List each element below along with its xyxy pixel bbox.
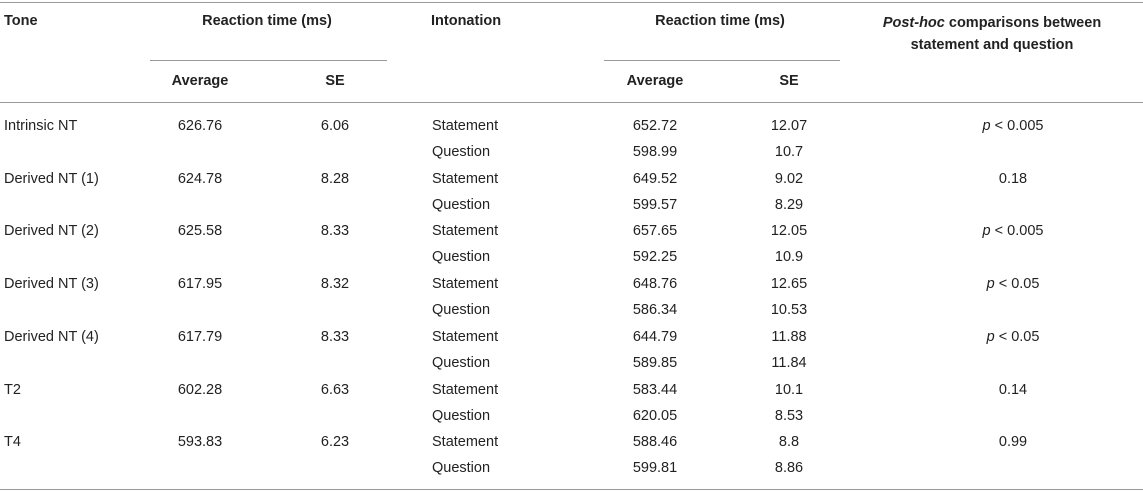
intonation-question: Question [432,249,491,265]
question-average: 586.34 [632,302,678,318]
statement-average: 644.79 [632,329,678,345]
statement-se: 12.65 [770,276,808,292]
question-average: 598.99 [632,144,678,160]
posthoc-p-symbol: p [982,223,991,239]
tone-name: Derived NT (4) [4,329,99,345]
intonation-statement: Statement [432,223,499,239]
statement-se: 12.05 [770,223,808,239]
posthoc-value: < 0.005 [990,223,1044,239]
tone-average: 593.83 [177,434,223,450]
header-se-intonation: SE [779,73,799,89]
statement-average: 649.52 [632,171,678,187]
tone-se: 8.32 [320,276,350,292]
question-average: 599.57 [632,197,678,213]
posthoc-value: < 0.05 [994,329,1040,345]
statement-average: 588.46 [632,434,678,450]
tone-average: 617.79 [177,329,223,345]
posthoc-result: 0.99 [999,433,1027,451]
posthoc-value: 0.18 [998,171,1028,187]
tone-name: Derived NT (1) [4,171,99,187]
intonation-question: Question [432,302,491,318]
posthoc-result: p < 0.005 [983,222,1044,240]
posthoc-result: p < 0.05 [987,275,1040,293]
tone-name: Derived NT (3) [4,276,99,292]
posthoc-p-symbol: p [982,118,991,134]
tone-average: 626.76 [177,118,223,134]
header-tone: Tone [4,13,38,29]
header-posthoc: Post-hoc comparisons between statement a… [883,12,1101,56]
statement-average: 657.65 [632,223,678,239]
intonation-question: Question [432,460,491,476]
posthoc-value: 0.99 [998,434,1028,450]
subheader-rule-left [150,60,387,61]
tone-se: 6.63 [320,382,350,398]
intonation-statement: Statement [432,118,499,134]
tone-average: 617.95 [177,276,223,292]
posthoc-p-symbol: p [986,329,995,345]
tone-se: 8.33 [320,329,350,345]
question-se: 11.84 [771,355,807,371]
tone-name: Intrinsic NT [4,118,78,134]
posthoc-result: p < 0.05 [987,328,1040,346]
question-average: 589.85 [632,355,678,371]
tone-name: T4 [4,434,21,450]
tone-se: 8.33 [320,223,350,239]
question-se: 10.9 [774,249,804,265]
header-se-tone: SE [325,73,345,89]
posthoc-result: 0.18 [999,170,1027,188]
posthoc-result: 0.14 [999,381,1027,399]
statement-average: 652.72 [632,118,678,134]
statement-se: 10.1 [774,382,804,398]
header-reaction-time-intonation: Reaction time (ms) [655,13,785,29]
top-rule [0,2,1143,3]
posthoc-value: 0.14 [998,382,1028,398]
question-se: 10.53 [770,302,808,318]
posthoc-value: < 0.005 [990,118,1044,134]
header-intonation: Intonation [431,13,502,29]
intonation-question: Question [432,197,491,213]
header-average-tone: Average [171,73,229,89]
intonation-question: Question [432,144,491,160]
header-average-intonation: Average [626,73,684,89]
header-posthoc-line2: statement and question [910,37,1074,53]
statement-se: 12.07 [770,118,808,134]
subheader-rule-right [604,60,840,61]
intonation-question: Question [432,408,491,424]
question-se: 10.7 [774,144,804,160]
intonation-statement: Statement [432,276,499,292]
intonation-statement: Statement [432,382,499,398]
statement-average: 583.44 [632,382,678,398]
question-se: 8.86 [774,460,804,476]
tone-se: 6.06 [320,118,350,134]
statement-average: 648.76 [632,276,678,292]
statement-se: 9.02 [774,171,804,187]
intonation-question: Question [432,355,491,371]
header-posthoc-rest: comparisons between [944,15,1102,31]
question-average: 599.81 [632,460,678,476]
question-se: 8.29 [774,197,804,213]
statement-se: 8.8 [778,434,800,450]
posthoc-value: < 0.05 [994,276,1040,292]
statement-se: 11.88 [771,329,807,345]
posthoc-result: p < 0.005 [983,117,1044,135]
tone-se: 8.28 [320,171,350,187]
header-posthoc-italic: Post-hoc [882,15,945,31]
tone-average: 602.28 [177,382,223,398]
tone-name: Derived NT (2) [4,223,99,239]
posthoc-p-symbol: p [986,276,995,292]
header-reaction-time-tone: Reaction time (ms) [202,13,332,29]
intonation-statement: Statement [432,434,499,450]
bottom-rule [0,489,1143,490]
question-average: 620.05 [632,408,678,424]
question-se: 8.53 [774,408,804,424]
tone-se: 6.23 [320,434,350,450]
header-bottom-rule [0,102,1143,103]
tone-average: 624.78 [177,171,223,187]
question-average: 592.25 [632,249,678,265]
intonation-statement: Statement [432,329,499,345]
tone-name: T2 [4,382,21,398]
tone-average: 625.58 [177,223,223,239]
intonation-statement: Statement [432,171,499,187]
